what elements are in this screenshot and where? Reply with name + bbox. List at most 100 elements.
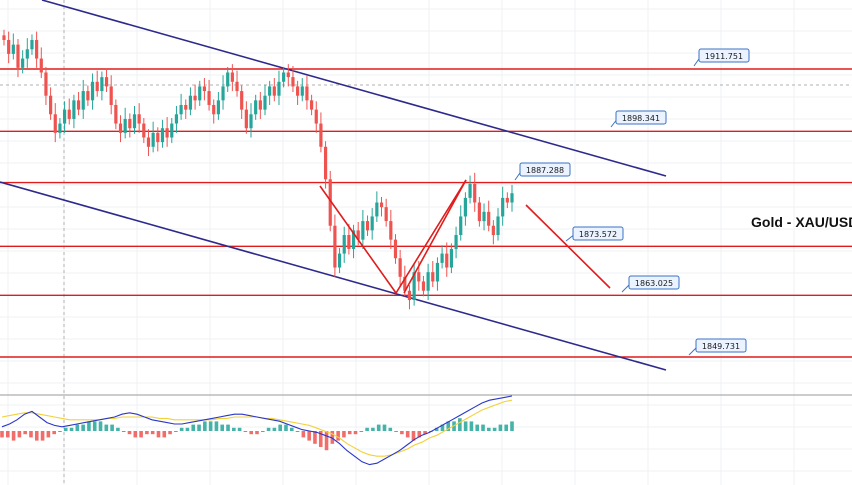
macd-histogram-bar	[52, 431, 56, 435]
macd-histogram-bar	[232, 427, 236, 431]
candle-body	[165, 128, 169, 138]
candle-body	[254, 100, 258, 115]
candle-body	[49, 95, 53, 115]
candle-body	[333, 225, 337, 268]
candle-body	[174, 114, 179, 124]
macd-histogram-bar	[34, 431, 39, 441]
candle-body	[440, 253, 444, 263]
candle-body	[114, 104, 118, 124]
w-pattern-right-leg	[403, 179, 467, 294]
macd-histogram-bar	[145, 431, 149, 435]
macd-histogram-bar	[58, 431, 62, 432]
macd-histogram-bar	[475, 424, 480, 431]
candle-body	[282, 72, 286, 82]
candle-body	[221, 86, 225, 101]
candle-body	[62, 109, 67, 124]
candle-body	[244, 109, 248, 129]
candle-body	[86, 91, 90, 101]
macd-histogram-bar	[440, 424, 445, 431]
candle-body	[118, 123, 123, 133]
candle-body	[468, 183, 472, 198]
candle-body	[323, 146, 328, 180]
macd-histogram-bar	[307, 431, 311, 441]
macd-histogram-bar	[98, 421, 103, 431]
macd-histogram-bar	[289, 427, 294, 431]
candle-body	[379, 202, 384, 208]
level-label: 1887.288	[526, 166, 564, 175]
macd-histogram-bar	[104, 424, 109, 431]
candle-body	[328, 179, 332, 226]
macd-histogram-bar	[394, 431, 398, 432]
candle-body	[337, 253, 342, 268]
candle-body	[463, 197, 467, 217]
candle-body	[207, 91, 211, 105]
macd-histogram-bar	[463, 421, 468, 431]
macd-histogram-bar	[446, 421, 451, 431]
candle-body	[347, 235, 351, 249]
macd-histogram-bar	[237, 427, 242, 431]
macd-histogram-bar	[150, 431, 155, 435]
candle-body	[319, 123, 323, 147]
candle-body	[272, 86, 276, 96]
macd-histogram-bar	[0, 431, 4, 438]
candle-body	[309, 100, 314, 110]
level-label-box	[519, 162, 571, 177]
candle-body	[356, 230, 360, 240]
macd-histogram-bar	[203, 421, 207, 431]
candle-body	[90, 81, 95, 101]
candle-body	[384, 207, 388, 222]
candle-body	[286, 72, 290, 78]
candle-body	[35, 39, 39, 59]
candle-body	[482, 211, 486, 222]
macd-histogram-bar	[75, 424, 80, 431]
macd-histogram-bar	[133, 431, 138, 438]
candle-body	[421, 281, 426, 291]
horizontal-levels	[0, 68, 852, 358]
candle-body	[501, 197, 505, 217]
candle-body	[123, 118, 127, 133]
candle-body	[375, 202, 379, 217]
candle-body	[76, 100, 81, 110]
candle-body	[426, 272, 430, 291]
macd-histogram-bar	[81, 424, 85, 431]
projection-line	[525, 204, 611, 289]
candle-body	[258, 100, 262, 110]
candle-body	[156, 132, 160, 143]
macd-histogram-bar	[353, 431, 358, 435]
macd-histogram-bar	[23, 431, 27, 435]
macd-histogram-bar	[278, 424, 282, 431]
macd-histogram-bar	[336, 431, 340, 441]
candle-body	[314, 109, 318, 124]
macd-histogram-bar	[179, 427, 184, 431]
candle-body	[296, 86, 300, 96]
candle-body	[21, 58, 25, 68]
macd-histogram-bar	[504, 424, 509, 431]
candle-body	[25, 49, 29, 59]
macd-histogram-bar	[458, 418, 462, 431]
macd-histogram-bar	[243, 431, 248, 432]
candle-body	[142, 123, 146, 138]
macd-histogram-bar	[156, 431, 161, 438]
candle-body	[505, 197, 509, 203]
candle-body	[193, 95, 197, 101]
candle-body	[132, 114, 137, 129]
candle-body	[198, 86, 202, 101]
candle-body	[370, 216, 374, 231]
candle-body	[300, 86, 304, 96]
macd-histogram-bar	[121, 431, 126, 432]
macd-histogram-bar	[17, 431, 22, 438]
candle-body	[291, 77, 295, 87]
macd-histogram-bar	[174, 431, 178, 432]
candle-body	[128, 118, 132, 129]
candle-body	[202, 86, 207, 92]
candle-body	[146, 137, 151, 147]
macd-histogram-bar	[376, 424, 381, 431]
candle-body	[67, 109, 71, 119]
macd-histogram-bar	[330, 431, 335, 444]
candle-body	[487, 211, 491, 226]
macd-histogram-bar	[197, 424, 201, 431]
candle-body	[212, 104, 216, 115]
macd-histogram-bar	[168, 431, 172, 435]
